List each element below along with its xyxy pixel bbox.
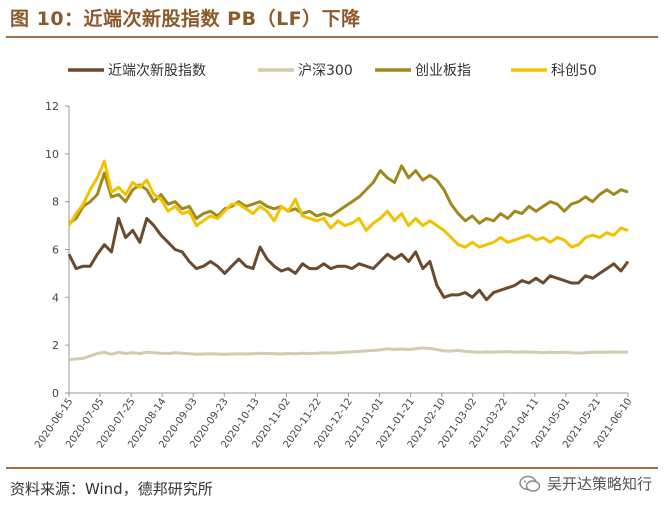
- figure-title: 图 10：近端次新股指数 PB（LF）下降: [10, 8, 361, 30]
- y-tick-label: 10: [45, 148, 59, 161]
- series-line: [68, 346, 629, 361]
- series-line: [67, 216, 630, 302]
- y-tick-label: 12: [45, 100, 59, 113]
- legend-label: 近端次新股指数: [108, 63, 206, 79]
- y-tick-label: 2: [52, 339, 59, 352]
- line-chart: 近端次新股指数 沪深300 创业板指 科创50 0246810122020-06-15…: [33, 63, 634, 450]
- chart-legend: 近端次新股指数 沪深300 创业板指 科创50: [68, 63, 597, 79]
- wechat-icon: [519, 475, 541, 492]
- y-tick-label: 4: [52, 291, 59, 304]
- watermark: 吴开达策略知行: [519, 473, 652, 494]
- y-tick-label: 6: [52, 244, 59, 257]
- series-layer: [67, 159, 630, 361]
- top-rule: [6, 36, 658, 38]
- legend-label: 创业板指: [415, 63, 471, 79]
- watermark-text: 吴开达策略知行: [546, 475, 652, 493]
- chart-axes: 0246810122020-06-152020-07-052020-07-252…: [33, 100, 634, 450]
- y-tick-label: 8: [52, 196, 59, 209]
- bottom-rule: [6, 467, 658, 469]
- legend-label: 科创50: [551, 63, 597, 79]
- series-line: [67, 159, 629, 249]
- source-note: 资料来源：Wind，德邦研究所: [10, 480, 213, 498]
- legend-label: 沪深300: [298, 63, 353, 79]
- y-tick-label: 0: [52, 387, 59, 400]
- series-line: [68, 164, 629, 225]
